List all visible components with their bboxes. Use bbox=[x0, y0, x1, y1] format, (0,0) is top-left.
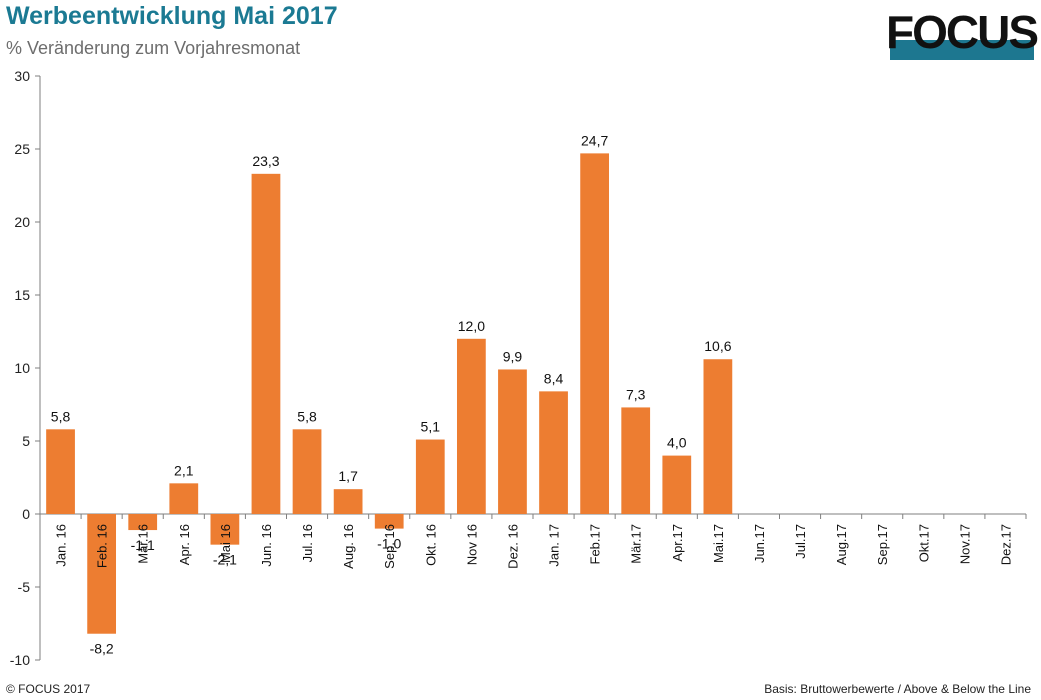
x-tick-label: Mär.17 bbox=[629, 524, 644, 564]
x-tick-label: Mai.17 bbox=[711, 524, 726, 563]
x-tick-label: Jul.17 bbox=[793, 524, 808, 559]
x-tick-label: Sep. 16 bbox=[382, 524, 397, 569]
copyright-note: © FOCUS 2017 bbox=[6, 682, 91, 696]
x-tick-label: Okt. 16 bbox=[423, 524, 438, 566]
chart-x-tick-labels: Jan. 16 Feb. 16 Mär.16 Apr. 16 Mai 16 Jun. 16… bbox=[54, 524, 1014, 569]
source-note: Basis: Bruttowerbewerte / Above & Below … bbox=[764, 682, 1031, 696]
data-label: 4,0 bbox=[667, 435, 687, 451]
x-tick-label: Nov 16 bbox=[464, 524, 479, 565]
x-tick-label: Jun. 16 bbox=[259, 524, 274, 567]
chart-axes: -10 -5 0 5 10 15 20 25 30 bbox=[10, 68, 1027, 668]
chart-title: Werbeentwicklung Mai 2017 bbox=[6, 2, 338, 30]
data-label: -1,1 bbox=[131, 537, 155, 553]
bar bbox=[292, 429, 322, 514]
data-label: 9,9 bbox=[503, 348, 523, 364]
bar bbox=[46, 429, 75, 514]
data-label: 24,7 bbox=[581, 132, 608, 148]
x-tick-label: Nov.17 bbox=[957, 524, 972, 564]
bar bbox=[374, 514, 404, 529]
x-tick-label: Apr.17 bbox=[670, 524, 685, 562]
x-tick-label: Apr. 16 bbox=[177, 524, 192, 565]
data-label: 5,1 bbox=[421, 419, 441, 435]
data-label: 5,8 bbox=[297, 408, 317, 424]
y-tick-label: 15 bbox=[14, 287, 30, 303]
y-tick-label: 25 bbox=[14, 141, 30, 157]
data-label: 12,0 bbox=[458, 318, 485, 334]
x-tick-label: Sep.17 bbox=[875, 524, 890, 565]
x-tick-label: Okt.17 bbox=[916, 524, 931, 562]
logo-band bbox=[890, 40, 1034, 60]
y-tick-label: 5 bbox=[22, 433, 30, 449]
bar bbox=[251, 173, 281, 514]
x-tick-label: Jan. 16 bbox=[54, 524, 69, 567]
x-tick-label: Jan. 17 bbox=[547, 524, 562, 567]
y-tick-label: -5 bbox=[18, 579, 31, 595]
bar bbox=[539, 391, 568, 514]
bar bbox=[580, 153, 610, 514]
x-tick-label: Jun.17 bbox=[752, 524, 767, 563]
x-tick-label: Feb. 16 bbox=[95, 524, 110, 568]
x-tick-label: Dez.17 bbox=[998, 524, 1013, 565]
x-tick-label: Mär.16 bbox=[136, 524, 151, 564]
bar bbox=[703, 359, 733, 514]
bar bbox=[498, 369, 527, 514]
chart-subtitle: % Veränderung zum Vorjahresmonat bbox=[6, 38, 301, 58]
chart-bars bbox=[46, 153, 733, 634]
chart-data-labels: 5,8 -8,2 -1,1 2,1 -2,1 23,3 5,8 1,7 -1,0 5,1 12,0 9… bbox=[51, 132, 732, 656]
y-tick-label: 0 bbox=[22, 506, 30, 522]
x-tick-label: Aug.17 bbox=[834, 524, 849, 565]
bar bbox=[87, 514, 117, 634]
data-label: -8,2 bbox=[90, 641, 114, 657]
data-label: 23,3 bbox=[252, 153, 279, 169]
y-tick-label: -10 bbox=[10, 652, 30, 668]
data-label: 8,4 bbox=[544, 370, 564, 386]
data-label: 2,1 bbox=[174, 462, 194, 478]
data-label: 1,7 bbox=[338, 468, 358, 484]
y-tick-label: 20 bbox=[14, 214, 30, 230]
y-tick-label: 10 bbox=[14, 360, 30, 376]
bar bbox=[415, 439, 445, 514]
x-tick-label: Dez. 16 bbox=[505, 524, 520, 569]
bar bbox=[333, 489, 363, 514]
bar bbox=[128, 514, 158, 531]
data-label: -2,1 bbox=[213, 552, 237, 568]
data-label: 10,6 bbox=[704, 338, 731, 354]
bar bbox=[662, 455, 692, 514]
logo-wordmark: FOCUS bbox=[886, 6, 1039, 58]
bar bbox=[621, 407, 651, 514]
data-label: -1,0 bbox=[377, 536, 401, 552]
x-tick-label: Mai 16 bbox=[218, 524, 233, 563]
bar bbox=[456, 338, 486, 514]
x-tick-label: Aug. 16 bbox=[341, 524, 356, 569]
bar bbox=[210, 514, 240, 545]
focus-logo: FOCUS bbox=[886, 6, 1039, 72]
bar bbox=[169, 483, 199, 514]
x-tick-label: Jul. 16 bbox=[300, 524, 315, 562]
data-label: 5,8 bbox=[51, 408, 71, 424]
y-tick-label: 30 bbox=[14, 68, 30, 84]
data-label: 7,3 bbox=[626, 386, 646, 402]
x-tick-label: Feb.17 bbox=[588, 524, 603, 564]
